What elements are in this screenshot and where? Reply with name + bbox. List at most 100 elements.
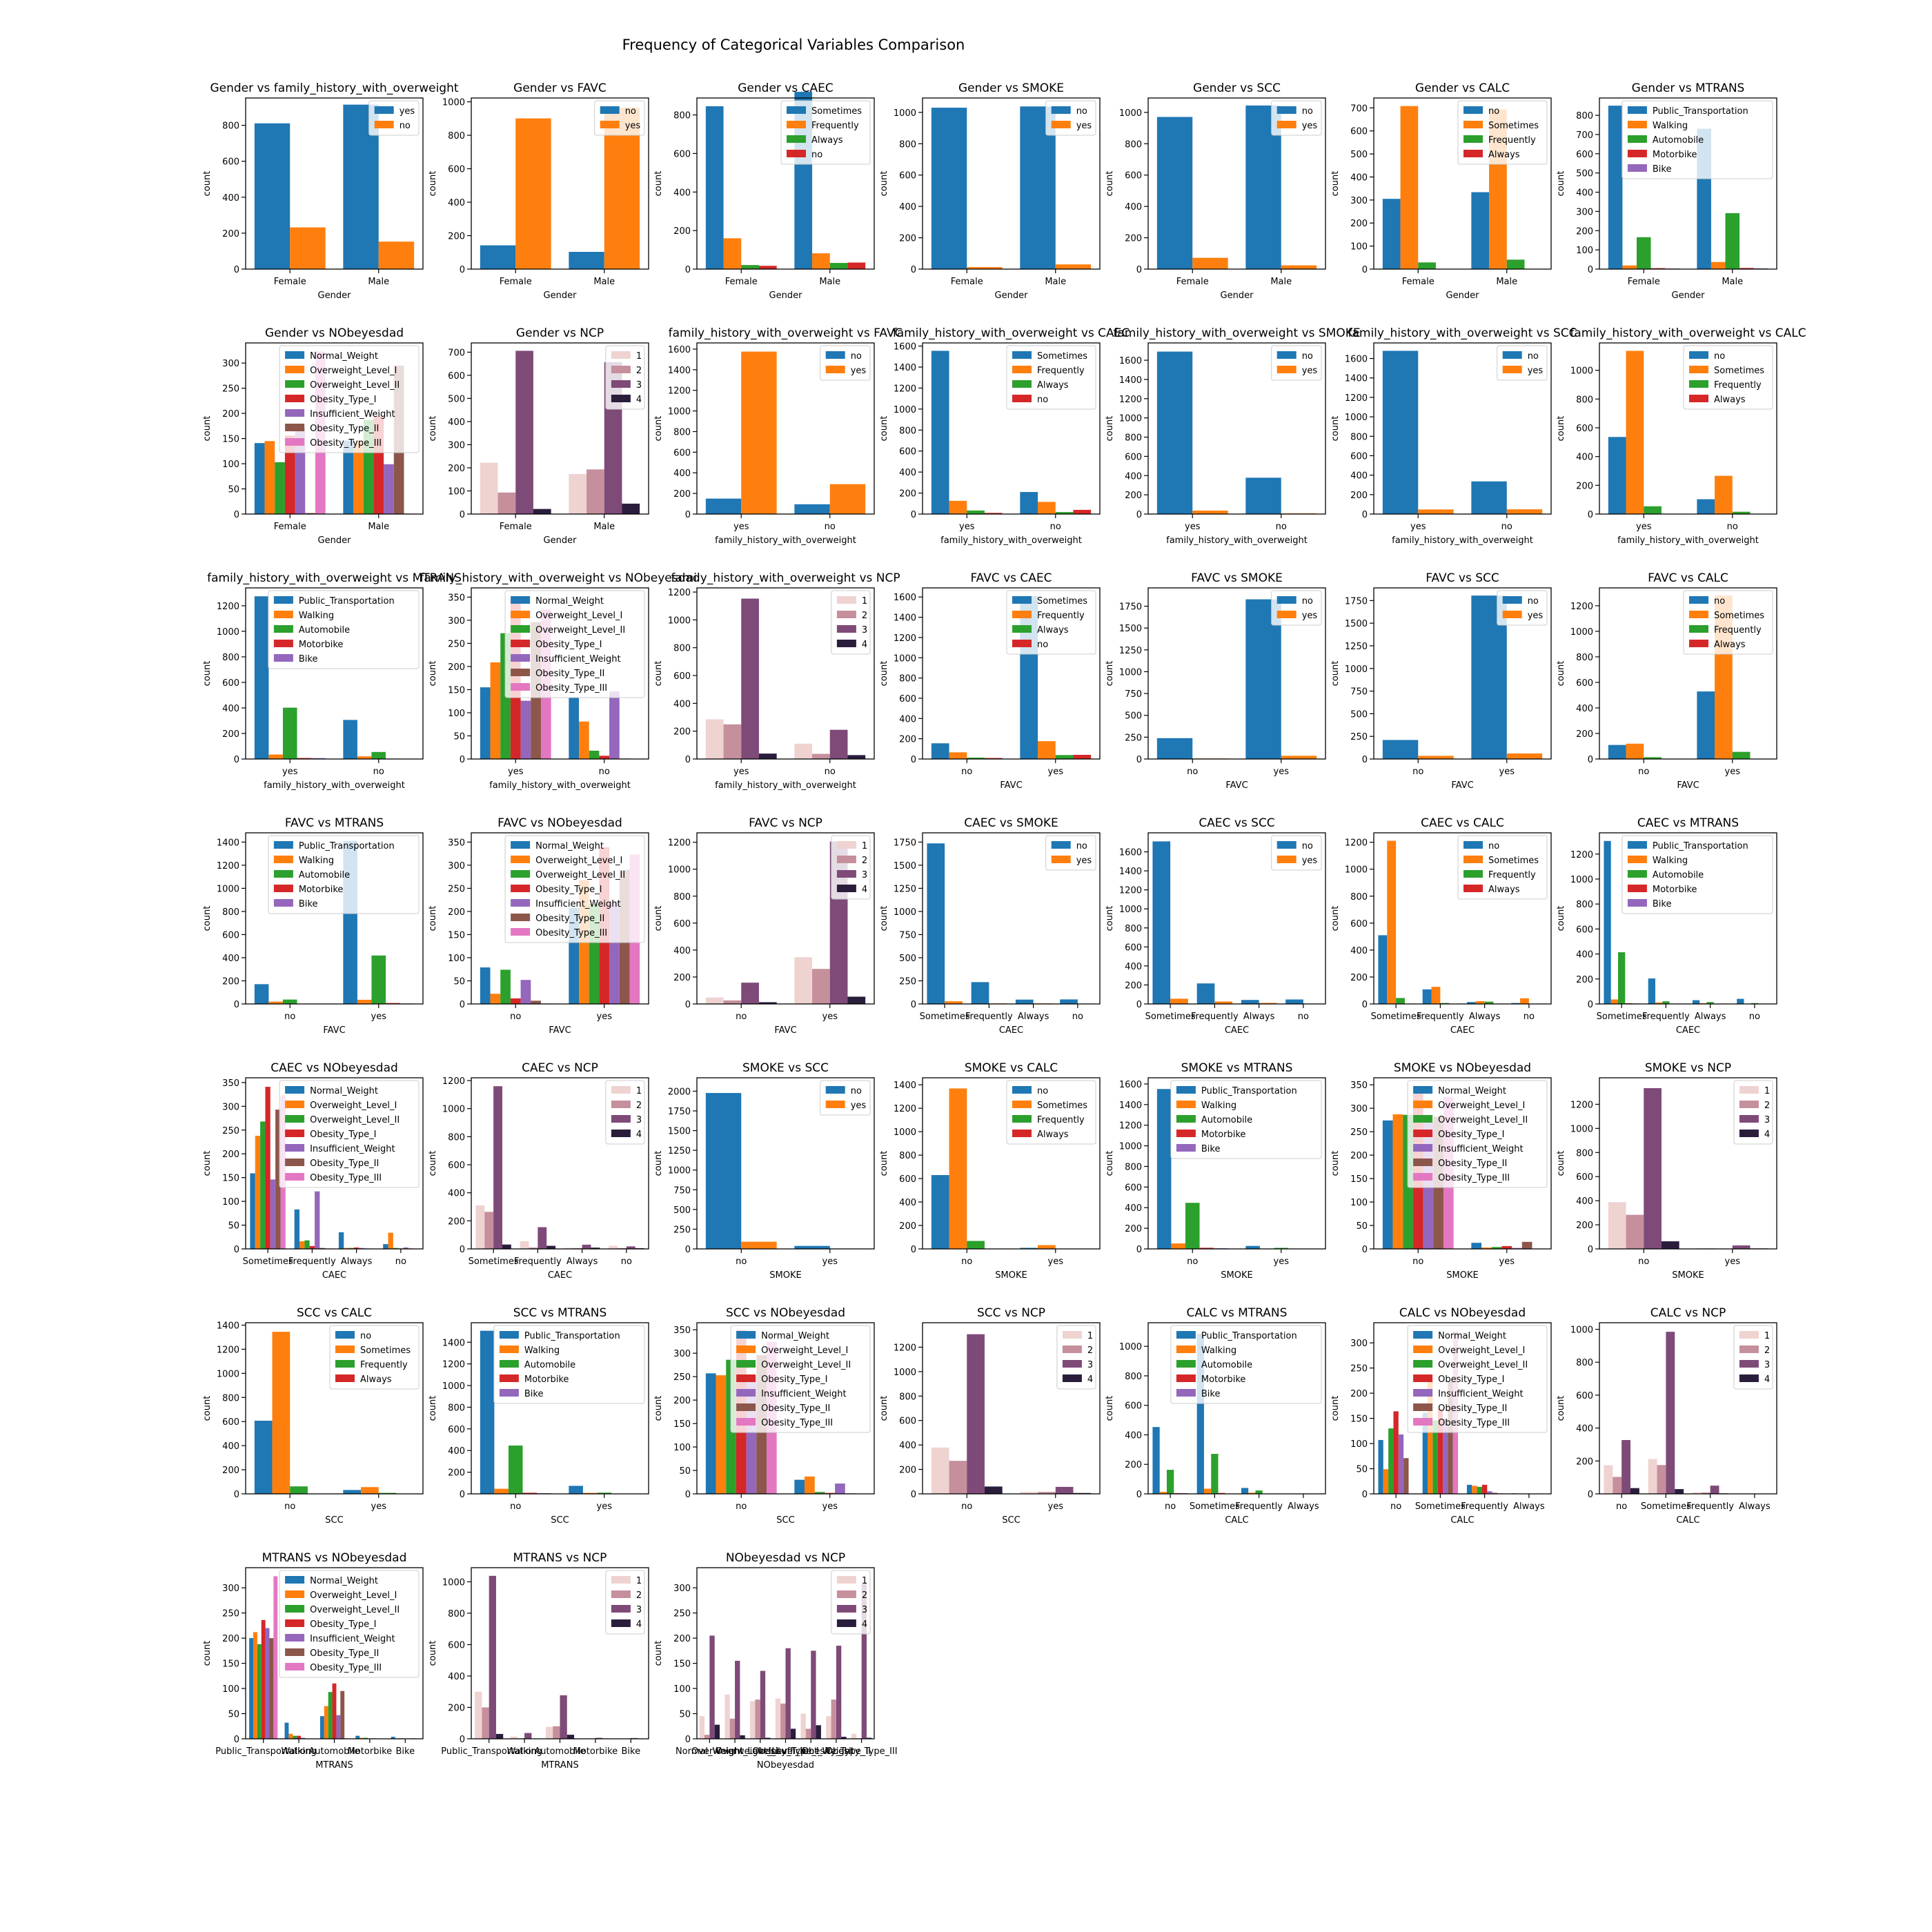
legend-label: no [1302, 596, 1313, 607]
x-tick-label: no [1072, 1012, 1083, 1022]
bar [1715, 475, 1733, 514]
legend: no yes [594, 100, 645, 136]
legend-frame [831, 1570, 871, 1635]
x-tick-label: no [1187, 767, 1198, 777]
bar [794, 1479, 805, 1494]
legend-label: Always [1037, 625, 1069, 635]
legend: Public_Transportation Walking Automobile Mo… [268, 835, 420, 914]
y-tick-label: 400 [222, 1441, 239, 1452]
bar [1038, 1492, 1056, 1494]
axes-frame [471, 97, 649, 270]
y-axis-label: count [879, 661, 889, 687]
y-tick-label: 800 [448, 1403, 465, 1413]
legend-frame [1170, 1325, 1322, 1404]
legend-label: no [811, 150, 822, 160]
legend-label: Obesity_Type_II [761, 1403, 830, 1414]
y-tick-label: 600 [673, 919, 691, 929]
legend: no yes [1045, 100, 1096, 136]
legend-frame [1457, 100, 1548, 165]
legend-swatch [511, 914, 531, 921]
bar [480, 1330, 495, 1494]
legend-frame [1170, 1080, 1322, 1159]
bar [812, 753, 830, 759]
bar [254, 1420, 273, 1494]
chart-title: FAVC vs CAEC [970, 571, 1052, 585]
y-tick-label: 1250 [894, 884, 916, 894]
y-tick-label: 100 [222, 1684, 239, 1695]
y-tick-label: 200 [222, 1150, 239, 1160]
legend-swatch [511, 856, 531, 863]
legend-label: 1 [636, 351, 642, 362]
legend-swatch [1413, 1159, 1433, 1166]
bar [1626, 743, 1644, 759]
legend-frame [268, 590, 420, 669]
x-tick-label: yes [1636, 522, 1652, 532]
y-axis-label: count [428, 1396, 438, 1421]
bar [1192, 510, 1228, 514]
bar [1701, 1492, 1711, 1494]
legend-swatch [1012, 395, 1032, 402]
legend-label: Sometimes [1037, 351, 1087, 362]
legend-label: Sometimes [1714, 366, 1764, 376]
legend-label: 2 [1087, 1346, 1093, 1356]
y-tick-label: 250 [899, 976, 916, 987]
legend-swatch [1627, 135, 1647, 143]
legend-label: no [1302, 841, 1313, 851]
chart-title: FAVC vs SCC [1426, 571, 1499, 585]
y-axis-label: count [879, 171, 889, 197]
legend-label: 4 [1764, 1130, 1770, 1140]
y-tick-label: 800 [448, 1609, 465, 1619]
bar [566, 1735, 575, 1739]
chart-panel: CAEC vs CALC 0 200 400 600 800 1000 1200 Sometim… [1330, 816, 1552, 1036]
legend-label: Overweight_Level_II [535, 870, 625, 880]
y-tick-label: 1500 [1119, 624, 1142, 634]
legend-swatch [1276, 856, 1297, 863]
bar [1156, 117, 1193, 269]
bar [1608, 1202, 1626, 1249]
bar [353, 441, 364, 514]
legend-swatch [1689, 366, 1708, 373]
x-tick-label: Male [593, 522, 615, 532]
x-axis-label: family_history_with_overweight [715, 535, 856, 546]
bar [1387, 840, 1397, 1004]
axes-frame [922, 1322, 1101, 1495]
legend-frame [605, 1080, 645, 1145]
legend-swatch [1413, 1346, 1433, 1353]
legend-swatch [273, 870, 293, 878]
x-tick-label: yes [822, 1012, 838, 1022]
bar [1432, 1420, 1438, 1494]
bar [741, 265, 759, 269]
legend-label: Overweight_Level_I [535, 611, 622, 621]
legend-swatch [511, 654, 531, 662]
x-tick-label: Frequently [514, 1256, 562, 1267]
legend-swatch [511, 899, 531, 907]
bar [861, 1582, 867, 1739]
chart-title: SCC vs CALC [297, 1306, 372, 1320]
y-tick-label: 0 [460, 755, 465, 765]
bar [490, 994, 501, 1004]
y-tick-label: 600 [448, 371, 465, 382]
y-tick-label: 200 [222, 976, 239, 987]
y-tick-label: 1600 [668, 345, 691, 355]
chart-panel: CAEC vs NObeyesdad 0 50 100 150 200 250 300 350 S… [202, 1061, 424, 1281]
chart-panel: CAEC vs SMOKE 0 250 500 750 1000 1250 1500 1750 S… [879, 816, 1101, 1036]
bar [475, 1691, 482, 1739]
legend-label: Bike [299, 654, 318, 664]
y-axis-label: count [428, 171, 438, 197]
y-tick-label: 0 [685, 1000, 691, 1010]
y-tick-label: 200 [899, 1221, 916, 1232]
bar [1383, 1469, 1389, 1494]
legend-swatch [1176, 1346, 1196, 1353]
legend-swatch [511, 841, 531, 849]
y-tick-label: 0 [911, 265, 916, 275]
y-tick-label: 0 [1362, 1000, 1368, 1010]
axes-frame [1599, 1077, 1777, 1250]
x-tick-label: Obesity_Type_II [802, 1746, 871, 1757]
chart-title: SCC vs MTRANS [513, 1306, 607, 1320]
x-axis-label: Gender [769, 290, 803, 301]
axes-frame [922, 832, 1101, 1005]
bar [290, 1486, 308, 1494]
bar [1626, 1214, 1644, 1249]
y-tick-label: 200 [222, 409, 239, 420]
legend-swatch [1413, 1173, 1433, 1181]
